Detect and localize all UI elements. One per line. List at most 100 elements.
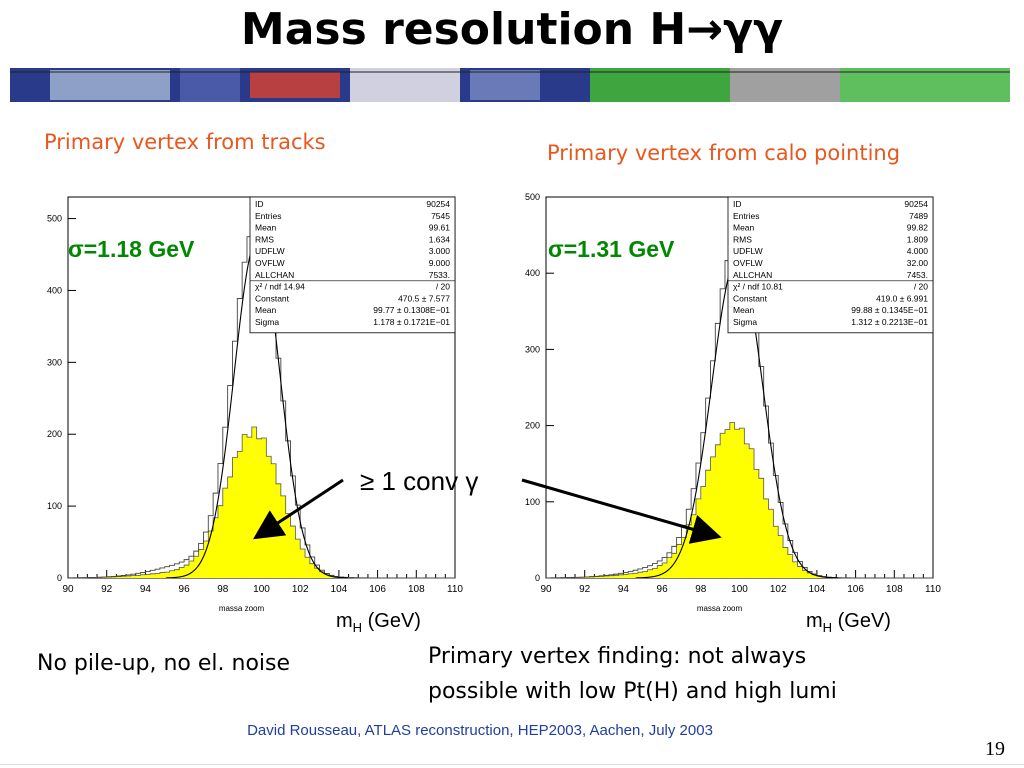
conv-bin <box>666 557 673 578</box>
conv-bin <box>193 556 199 578</box>
x-tick-label: 94 <box>140 584 152 595</box>
x-tick-label: 98 <box>217 584 229 595</box>
conv-bin <box>232 457 238 578</box>
conv-bin <box>135 575 141 578</box>
stats-value: 4.000 <box>907 246 929 256</box>
stats-key: OVFLW <box>255 258 285 268</box>
conv-bin <box>807 572 813 578</box>
stats-value: 7545 <box>431 211 450 221</box>
mass-axis-label-right: mH (GeV) <box>806 610 891 635</box>
stats-value: 9.000 <box>429 258 451 268</box>
stats-key: ID <box>255 199 264 209</box>
conv-bin <box>150 573 156 578</box>
conv-bin <box>652 568 658 578</box>
conv-bin <box>203 540 209 578</box>
conv-bin <box>126 576 132 578</box>
conv-bin <box>276 483 282 578</box>
stats-value: 1.809 <box>907 234 929 244</box>
x-axis-title: massa zoom <box>219 604 265 613</box>
x-tick-label: 108 <box>408 584 425 595</box>
conv-bin <box>724 429 731 578</box>
conv-bin <box>227 476 233 578</box>
y-tick-label: 500 <box>47 214 62 224</box>
subtitle-left: Primary vertex from tracks <box>44 130 326 154</box>
conv-bin <box>266 456 272 578</box>
conv-bin <box>217 505 224 578</box>
conv-bin <box>305 557 311 578</box>
stats-key: ALLCHAN <box>733 270 772 280</box>
conv-bin <box>285 513 291 578</box>
conv-bin <box>768 509 774 578</box>
stats-value: 7489 <box>909 211 928 221</box>
stats-key: χ² / ndf 14.94 <box>255 282 305 292</box>
stats-key: Mean <box>733 223 755 233</box>
stats-key: ID <box>733 199 742 209</box>
conv-bin <box>628 573 634 578</box>
conv-bin <box>290 526 296 578</box>
y-tick-label: 300 <box>47 357 62 367</box>
conv-bin <box>208 530 214 578</box>
stats-box <box>249 196 456 334</box>
y-tick-label: 0 <box>535 573 540 583</box>
detector-banner-image <box>10 66 1010 104</box>
conv-bin <box>739 428 745 578</box>
conv-bin <box>758 478 764 578</box>
y-tick-label: 300 <box>525 344 540 354</box>
note-vertex-line2: possible with low Pt(H) and high lumi <box>428 679 837 704</box>
x-tick-label: 100 <box>253 584 270 595</box>
conv-bin <box>754 469 760 578</box>
footer-rule <box>0 764 1024 765</box>
note-vertex-line1: Primary vertex finding: not always <box>428 644 807 669</box>
conv-bin <box>145 574 151 578</box>
conv-bin <box>778 535 784 578</box>
y-tick-label: 200 <box>47 429 62 439</box>
y-tick-label: 200 <box>525 421 540 431</box>
x-axis-title: massa zoom <box>697 604 743 613</box>
stats-key: UDFLW <box>255 246 285 256</box>
conv-bin <box>121 576 127 578</box>
stats-key: Entries <box>733 211 759 221</box>
conv-bin <box>594 576 600 578</box>
x-tick-label: 102 <box>770 584 787 595</box>
sigma-right-label: σ=1.31 GeV <box>548 236 675 262</box>
stats-value: 3.000 <box>429 246 451 256</box>
conv-bin <box>101 577 107 578</box>
conv-bin <box>647 569 653 578</box>
stats-key: RMS <box>733 234 752 244</box>
conv-bin <box>812 574 818 578</box>
conv-bin <box>242 434 248 578</box>
y-tick-label: 0 <box>57 573 62 583</box>
stats-value: 419.0 ± 6.991 <box>876 293 928 303</box>
conv-bin <box>246 437 253 578</box>
stats-key: Mean <box>255 223 277 233</box>
conv-bin <box>715 444 721 578</box>
conv-bin <box>309 563 316 578</box>
conv-bin <box>106 577 112 578</box>
stats-value: 1.312 ± 0.2213E−01 <box>851 317 928 327</box>
conv-bin <box>280 495 286 578</box>
stats-value: 470.5 ± 7.577 <box>398 293 450 303</box>
stats-key: Entries <box>255 211 281 221</box>
stats-value: 90254 <box>904 199 928 209</box>
conv-bin <box>792 561 798 578</box>
stats-key: Constant <box>733 293 768 303</box>
conv-bin <box>744 443 750 578</box>
stats-value: 1.178 ± 0.1721E−01 <box>373 317 450 327</box>
conv-bin <box>319 571 325 578</box>
conv-bin <box>802 570 808 578</box>
conv-bin <box>657 565 663 578</box>
stats-box <box>727 196 934 334</box>
stats-value: / 20 <box>914 282 928 292</box>
stats-key: Mean <box>255 305 277 315</box>
y-tick-label: 500 <box>525 192 540 202</box>
y-tick-label: 400 <box>47 285 62 295</box>
conv-bin <box>700 486 706 578</box>
conv-bin <box>271 463 277 578</box>
conv-bin <box>686 524 692 578</box>
conv-bin <box>623 574 629 578</box>
conv-bin <box>130 575 137 578</box>
conv-bin <box>599 576 605 578</box>
conv-bin <box>608 575 615 578</box>
conv-bin <box>314 568 320 578</box>
conv-bin <box>251 427 257 578</box>
